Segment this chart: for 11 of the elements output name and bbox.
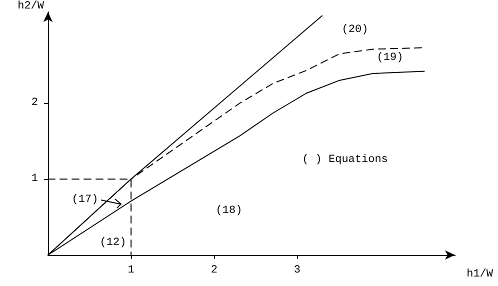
x-tick-label: 1 <box>128 264 135 276</box>
annotation: (20) <box>342 24 368 36</box>
x-tick-label: 2 <box>210 264 218 276</box>
annotation: (17) <box>72 194 98 206</box>
annotation: (18) <box>216 205 242 217</box>
y-axis-title: h2/W <box>18 0 44 12</box>
x-tick-label: 3 <box>294 264 300 276</box>
annotation: (12) <box>100 237 126 249</box>
annotation: (19) <box>376 52 404 64</box>
x-axis-title: h1/W <box>466 268 494 280</box>
annotation: ( ) Equations <box>302 154 388 166</box>
